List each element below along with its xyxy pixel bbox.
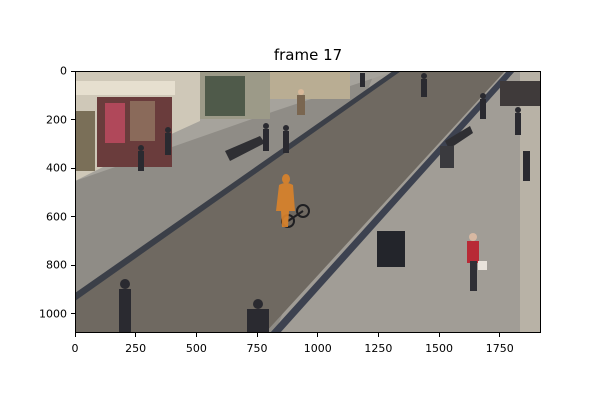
y-tick-label: 200: [46, 113, 67, 127]
y-tick-mark: [71, 264, 75, 266]
image-axes: [75, 71, 541, 333]
y-tick-mark: [71, 216, 75, 218]
x-tick-label: 250: [125, 342, 147, 355]
x-tick-mark: [74, 333, 76, 337]
x-tick-label: 1750: [485, 342, 514, 355]
x-tick-mark: [195, 333, 197, 337]
x-tick-mark: [317, 333, 319, 337]
y-tick-label: 0: [60, 64, 67, 78]
x-tick-label: 1250: [364, 342, 393, 355]
y-tick-label: 400: [46, 161, 67, 175]
x-tick-label: 750: [246, 342, 268, 355]
y-tick-label: 1000: [39, 307, 67, 321]
y-tick-mark: [71, 313, 75, 315]
y-tick-label: 800: [46, 258, 67, 272]
x-tick-mark: [438, 333, 440, 337]
y-tick-mark: [71, 167, 75, 169]
highlighted-person-mask: [276, 174, 295, 227]
y-tick-mark: [71, 119, 75, 121]
y-tick-label: 600: [46, 210, 67, 224]
street-scene-image: [75, 71, 541, 333]
figure-title: frame 17: [273, 46, 343, 64]
x-tick-label: 0: [71, 342, 79, 355]
x-tick-mark: [499, 333, 501, 337]
x-tick-mark: [135, 333, 137, 337]
x-tick-mark: [256, 333, 258, 337]
x-tick-label: 1000: [303, 342, 332, 355]
x-tick-mark: [377, 333, 379, 337]
x-tick-label: 500: [185, 342, 207, 355]
x-tick-label: 1500: [425, 342, 454, 355]
y-tick-mark: [71, 70, 75, 72]
